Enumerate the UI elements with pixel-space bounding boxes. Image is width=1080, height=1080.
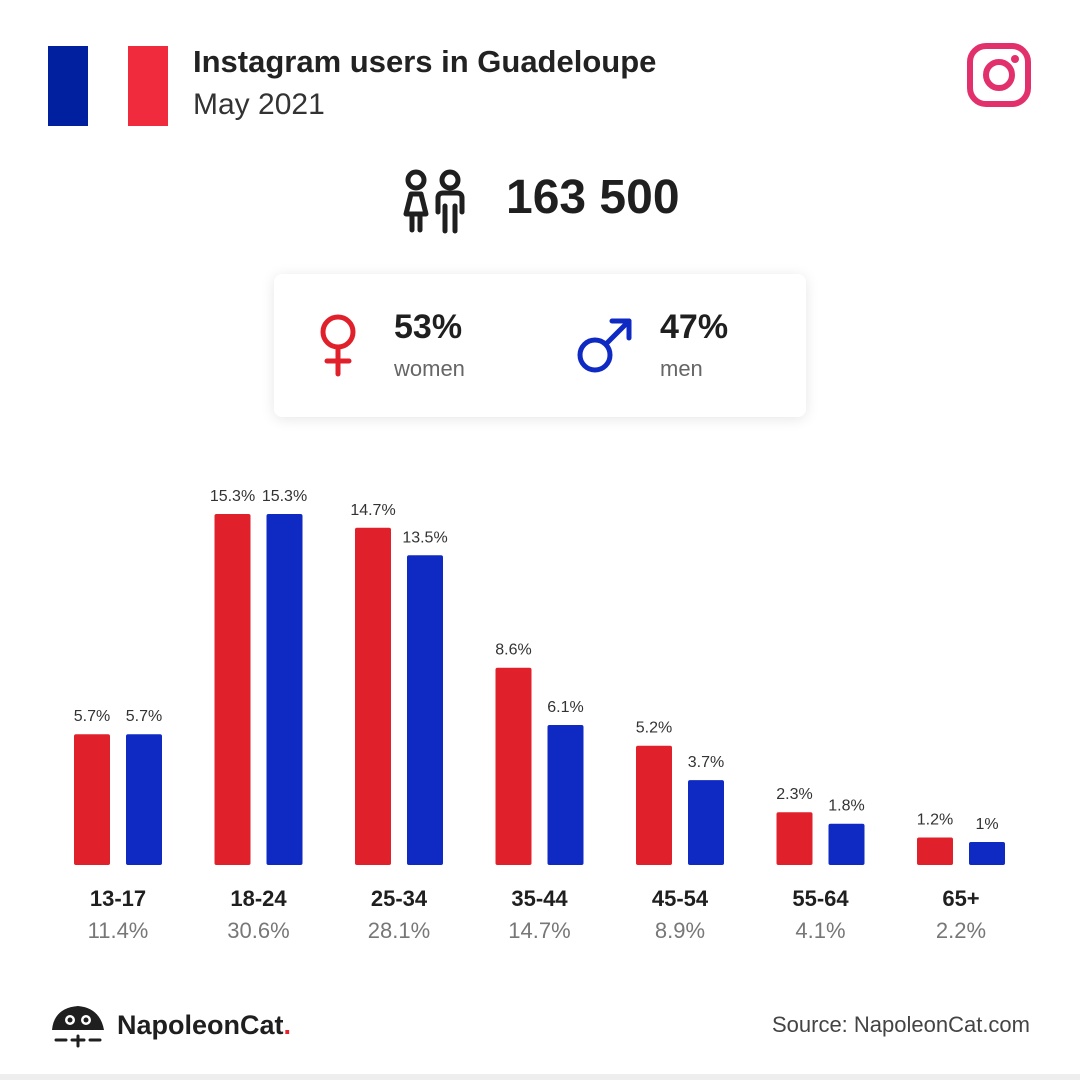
data-label-women-13-17: 5.7% <box>74 708 110 725</box>
data-label-men-18-24: 15.3% <box>262 488 307 505</box>
brand-text: NapoleonCat <box>117 1010 284 1040</box>
category-label-13-17: 13-17 <box>90 886 146 911</box>
bar-men-13-17 <box>126 734 162 865</box>
bar-women-18-24 <box>214 514 251 865</box>
women-label: women <box>394 356 465 381</box>
data-label-women-18-24: 15.3% <box>210 488 255 505</box>
brand-dot: . <box>283 1010 292 1040</box>
page-subtitle: May 2021 <box>193 88 325 121</box>
bar-men-18-24 <box>266 514 303 865</box>
data-label-men-45-54: 3.7% <box>688 754 724 771</box>
bar-women-25-34 <box>355 527 391 865</box>
bar-women-35-44 <box>495 667 532 865</box>
bar-men-55-64 <box>828 823 865 865</box>
data-label-men-25-34: 13.5% <box>402 529 447 546</box>
bar-men-65+ <box>969 842 1005 865</box>
data-label-men-65+: 1% <box>975 816 998 833</box>
category-total-65+: 2.2% <box>936 918 986 943</box>
flag-blue-stripe <box>48 46 88 126</box>
page-title: Instagram users in Guadeloupe <box>193 44 657 79</box>
men-label: men <box>660 356 703 381</box>
total-users-value: 163 500 <box>506 171 680 224</box>
flag-red-stripe <box>128 46 168 126</box>
brand-name: NapoleonCat. <box>117 1010 291 1041</box>
category-total-55-64: 4.1% <box>795 918 845 943</box>
bar-men-35-44 <box>547 725 584 865</box>
category-label-65+: 65+ <box>942 886 979 911</box>
data-label-men-55-64: 1.8% <box>828 798 864 815</box>
gender-card: 53% women 47% men <box>274 274 806 417</box>
source-text: Source: NapoleonCat.com <box>771 1012 1030 1037</box>
data-label-women-55-64: 2.3% <box>776 786 812 803</box>
women-percent: 53% <box>394 308 463 346</box>
france-flag <box>48 46 168 126</box>
bar-women-45-54 <box>636 745 672 865</box>
data-label-men-13-17: 5.7% <box>126 708 162 725</box>
category-total-25-34: 28.1% <box>368 918 430 943</box>
data-label-women-45-54: 5.2% <box>636 720 672 737</box>
category-total-13-17: 11.4% <box>88 918 149 943</box>
bar-women-13-17 <box>74 734 110 865</box>
category-label-18-24: 18-24 <box>230 886 287 911</box>
people-icon <box>403 169 465 234</box>
bottom-divider <box>0 1074 1080 1080</box>
category-label-35-44: 35-44 <box>511 886 568 911</box>
data-label-women-35-44: 8.6% <box>495 642 531 659</box>
category-total-45-54: 8.9% <box>655 918 705 943</box>
data-label-men-35-44: 6.1% <box>547 699 583 716</box>
men-percent: 47% <box>660 308 729 346</box>
napoleoncat-logo-icon <box>52 1006 104 1048</box>
data-label-women-65+: 1.2% <box>917 811 953 828</box>
category-total-35-44: 14.7% <box>508 918 570 943</box>
bar-women-55-64 <box>776 812 813 865</box>
bar-men-25-34 <box>407 555 443 865</box>
flag-white-stripe <box>88 46 128 126</box>
category-label-25-34: 25-34 <box>371 886 428 911</box>
bar-women-65+ <box>917 837 953 865</box>
instagram-icon <box>967 43 1031 107</box>
category-label-55-64: 55-64 <box>792 886 849 911</box>
data-label-women-25-34: 14.7% <box>350 502 395 519</box>
bar-men-45-54 <box>688 780 724 865</box>
category-total-18-24: 30.6% <box>227 918 289 943</box>
male-symbol-icon <box>577 318 632 373</box>
category-label-45-54: 45-54 <box>652 886 709 911</box>
female-symbol-icon <box>320 314 356 377</box>
